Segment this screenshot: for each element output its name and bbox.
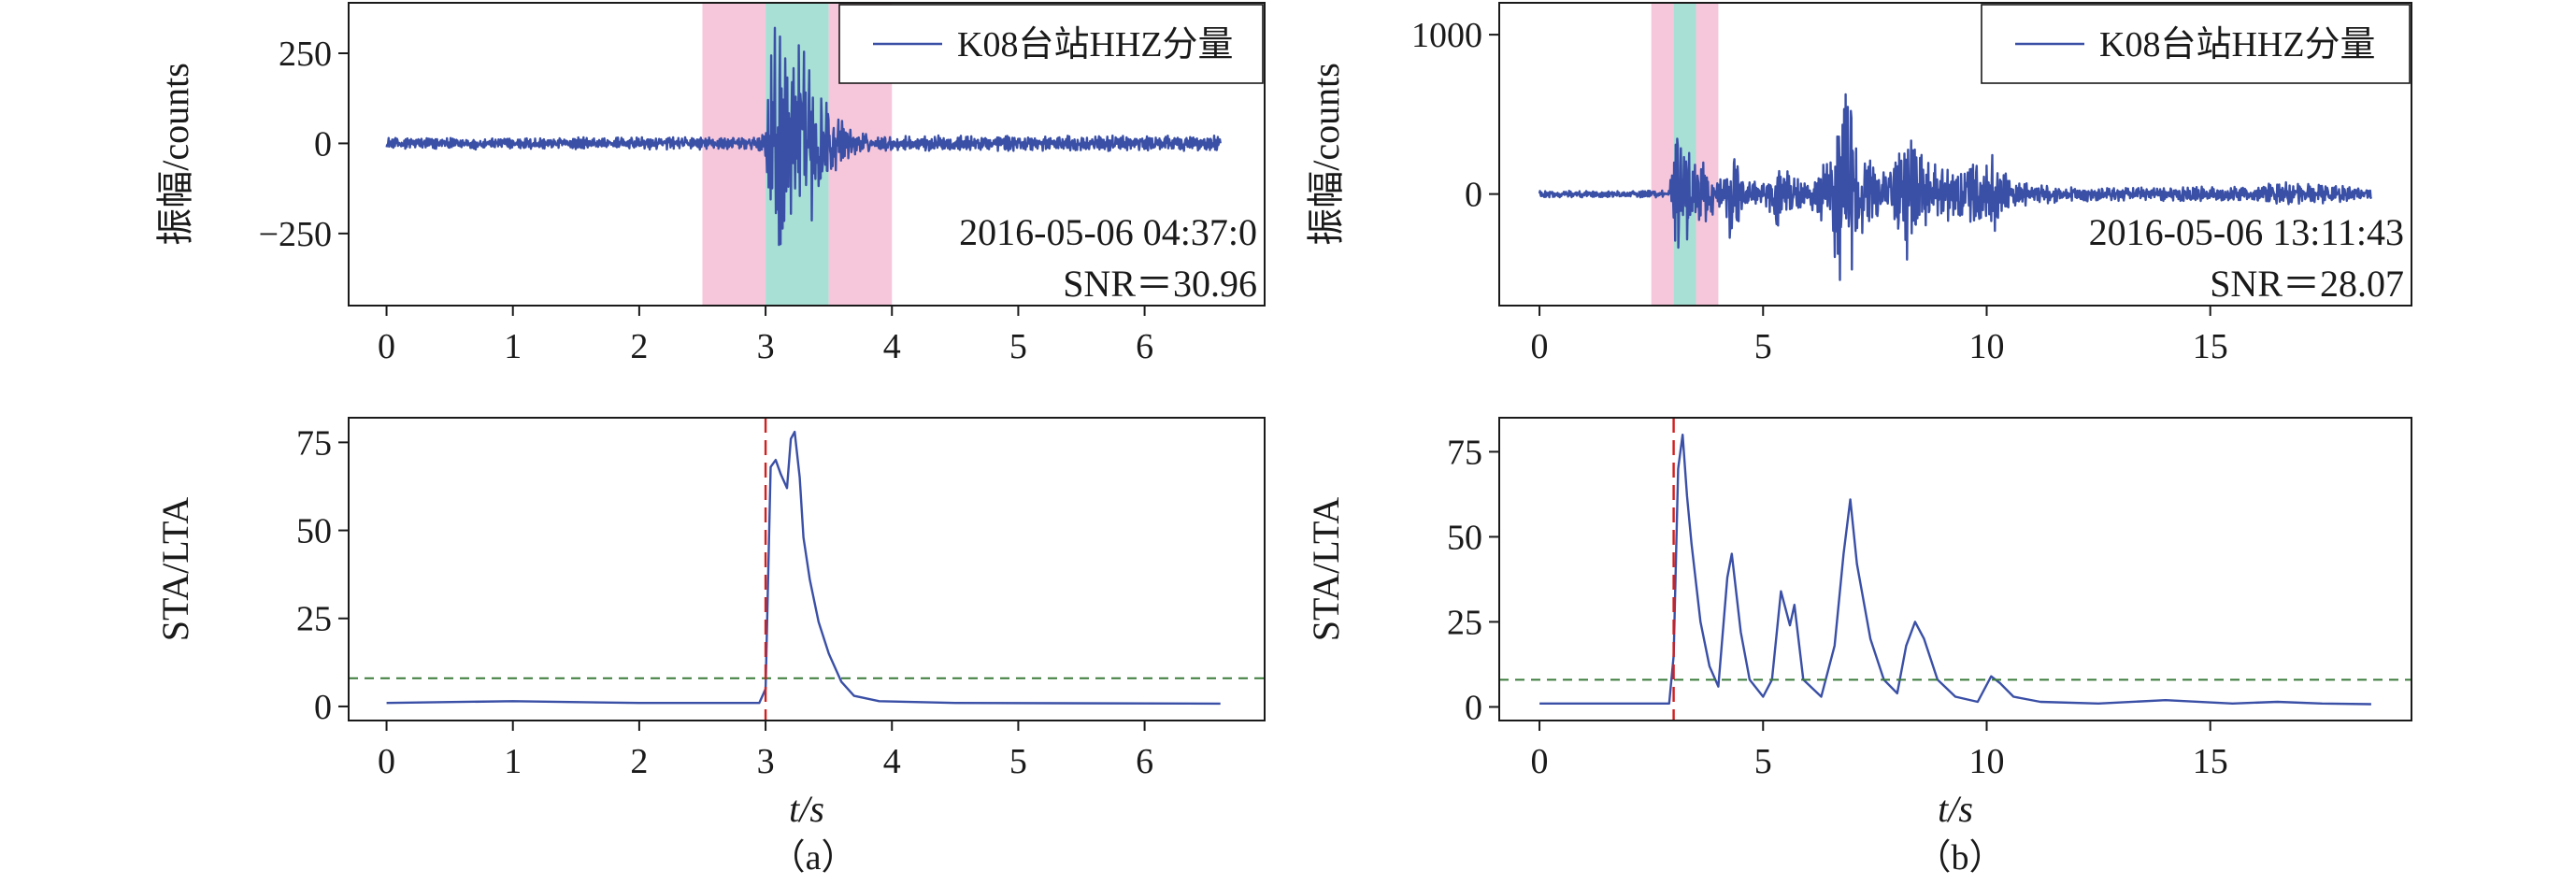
- legend-label: K08台站HHZ分量: [957, 25, 1234, 64]
- x-axis-label: t/s: [789, 788, 824, 830]
- plot-frame: [1498, 2, 2412, 307]
- x-tick-label-5: 5: [1009, 742, 1027, 781]
- x-tick-label-2: 2: [630, 327, 648, 366]
- x-tick-label-2: 2: [630, 742, 648, 781]
- panel-a-top: 0 1 2 3 4 5 6 250 0 −250 振幅/counts K08台站HHZ分量 2016-0…: [154, 2, 1266, 366]
- y-tick-label-1: 25: [1447, 603, 1482, 642]
- x-tick-label-0: 0: [1531, 327, 1549, 366]
- x-tick-label-6: 6: [1136, 742, 1153, 781]
- y-axis-label: STA/LTA: [154, 497, 196, 641]
- panel-a-bottom: 0 1 2 3 4 5 6 0 25 50 75 STA/LTA t/s: [154, 417, 1266, 830]
- y-tick-label-0: 250: [279, 35, 332, 74]
- y-axis-label: 振幅/counts: [154, 63, 196, 246]
- caption-b: （b）: [1915, 838, 2004, 878]
- x-tick-label-4: 4: [883, 742, 901, 781]
- shaded-window-0: [1651, 3, 1674, 306]
- x-tick-label-3: 3: [757, 327, 775, 366]
- y-tick-label-0: 0: [314, 688, 332, 727]
- x-tick-label-6: 6: [1136, 327, 1153, 366]
- x-tick-label-3: 15: [2193, 742, 2228, 781]
- x-tick-label-1: 1: [504, 327, 522, 366]
- series-line-0: [385, 26, 1222, 247]
- x-tick-label-4: 4: [883, 327, 901, 366]
- legend-label: K08台站HHZ分量: [2099, 25, 2376, 64]
- shaded-window-2: [1696, 3, 1719, 306]
- panel-b-bottom: 0 5 10 15 0 25 50 75 STA/LTA t/s: [1305, 417, 2412, 830]
- series-line-0: [1539, 434, 2371, 706]
- timestamp-annotation: 2016-05-06 13:11:43: [2089, 211, 2404, 253]
- x-tick-label-0: 0: [378, 327, 395, 366]
- snr-annotation: SNR＝30.96: [1063, 263, 1257, 305]
- shaded-window-0: [702, 3, 766, 306]
- snr-annotation: SNR＝28.07: [2210, 263, 2404, 305]
- x-tick-label-2: 10: [1968, 327, 2004, 366]
- y-tick-label-0: 0: [1465, 688, 1482, 727]
- series-line-0: [1538, 93, 2372, 281]
- panel-b-top: 0 5 10 15 1000 0 振幅/counts K08台站HHZ分量 2016-05-06…: [1305, 2, 2412, 366]
- plot-frame: [348, 2, 1266, 307]
- plot-frame: [1498, 417, 2412, 721]
- legend: K08台站HHZ分量: [1981, 4, 2411, 84]
- y-tick-label-1: 0: [1465, 176, 1482, 215]
- x-tick-label-1: 5: [1754, 742, 1772, 781]
- caption-a: （a）: [770, 838, 857, 878]
- series-line-0: [386, 430, 1221, 706]
- x-tick-label-3: 15: [2193, 327, 2228, 366]
- x-axis-label: t/s: [1938, 788, 1973, 830]
- y-axis-label: 振幅/counts: [1305, 63, 1347, 246]
- plot-frame: [348, 417, 1266, 721]
- x-tick-label-3: 3: [757, 742, 775, 781]
- x-tick-label-5: 5: [1009, 327, 1027, 366]
- legend: K08台站HHZ分量: [838, 4, 1264, 84]
- timestamp-annotation: 2016-05-06 04:37:0: [959, 211, 1257, 253]
- y-tick-label-1: 0: [314, 124, 332, 164]
- y-axis-label: STA/LTA: [1305, 497, 1347, 641]
- x-tick-label-0: 0: [1531, 742, 1549, 781]
- x-tick-label-2: 10: [1968, 742, 2004, 781]
- y-tick-label-3: 75: [1447, 433, 1482, 472]
- y-tick-label-2: 50: [296, 512, 332, 551]
- x-tick-label-0: 0: [378, 742, 395, 781]
- y-tick-label-3: 75: [296, 423, 332, 463]
- x-tick-label-1: 5: [1754, 327, 1772, 366]
- x-tick-label-1: 1: [504, 742, 522, 781]
- y-tick-label-2: 50: [1447, 518, 1482, 557]
- y-tick-label-0: 1000: [1411, 16, 1482, 55]
- y-tick-label-1: 25: [296, 600, 332, 639]
- y-tick-label-2: −250: [259, 215, 332, 254]
